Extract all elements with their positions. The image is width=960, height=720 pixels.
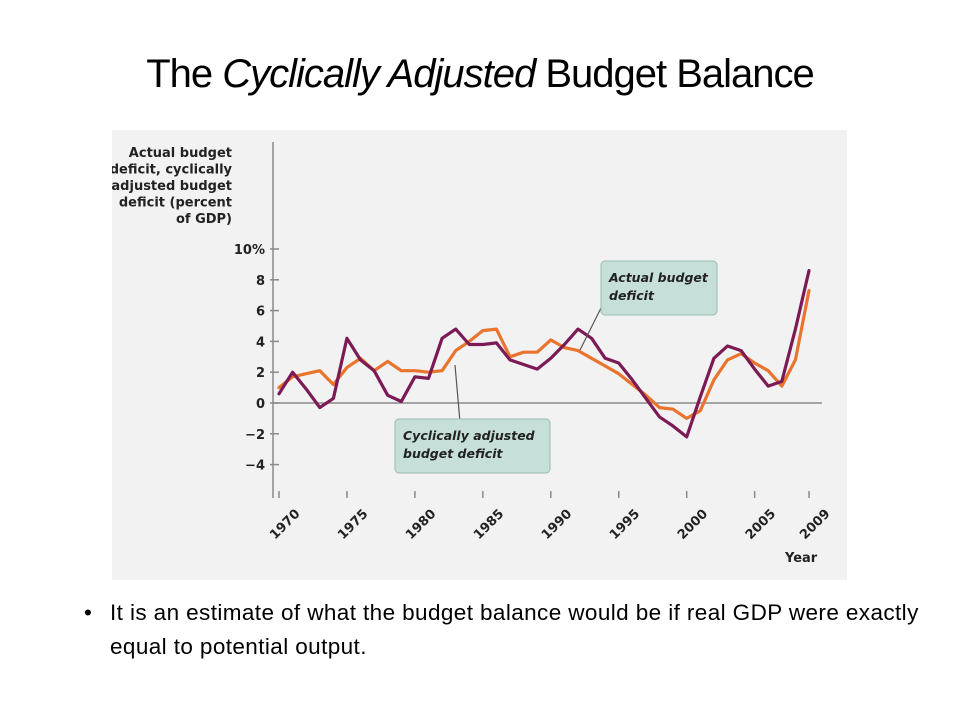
bullet-dot-icon: •	[84, 600, 93, 625]
y-axis-label-line: adjusted budget	[112, 179, 232, 194]
y-tick-label: 4	[256, 335, 265, 350]
x-tick-label: 1975	[335, 507, 371, 543]
y-ticks: 10% 8 6 4 2 0 −2 −4	[234, 243, 279, 474]
y-tick-label: −2	[245, 428, 265, 443]
y-axis-label-line: Actual budget	[129, 146, 232, 161]
x-tick-label: 1995	[607, 507, 643, 543]
x-ticks: 1970 1975 1980 1985 1990 1995 2000 2005 2009	[267, 491, 833, 543]
y-tick-label: 10%	[234, 243, 265, 258]
axes	[272, 142, 822, 498]
x-tick-label: 2009	[797, 507, 833, 543]
chart-panel: Actual budget deficit, cyclically adjusted…	[112, 130, 847, 580]
y-tick-label: 8	[256, 274, 265, 289]
x-tick-label: 2000	[675, 507, 711, 543]
y-tick-label: −4	[245, 459, 265, 474]
budget-deficit-chart: Actual budget deficit, cyclicallyadjusted…	[112, 142, 833, 566]
title-emphasis: Cyclically Adjusted	[222, 52, 536, 96]
y-tick-label: 2	[256, 366, 265, 381]
callout-box	[600, 260, 718, 316]
callout-text: Actual budget	[608, 270, 709, 285]
callout-text: budget deficit	[403, 446, 504, 461]
y-axis-label-line: deficit, cyclically	[112, 163, 233, 178]
y-axis-label-line: of GDP)	[176, 212, 232, 227]
actual-budget-deficit-line	[277, 269, 811, 439]
x-tick-label: 1970	[267, 507, 303, 543]
bullet-text: It is an estimate of what the budget bal…	[110, 600, 919, 659]
callout-leader	[454, 364, 461, 423]
slide-title: The Cyclically Adjusted Budget Balance	[0, 52, 960, 97]
y-tick-label: 6	[256, 305, 265, 320]
callouts: Actual budget deficit Cyclically adjusted b…	[394, 260, 718, 474]
title-pre: The	[146, 52, 223, 96]
x-tick-label: 1990	[539, 507, 575, 543]
callout-text: deficit	[609, 288, 655, 303]
x-axis-label: Year	[784, 551, 818, 566]
y-axis-label-line: deficit (percent	[119, 196, 232, 211]
x-tick-label: 2005	[743, 507, 779, 543]
series-lines	[277, 269, 811, 439]
y-tick-label: 0	[256, 397, 265, 412]
callout-text: Cyclically adjusted	[403, 428, 536, 443]
callout-box	[394, 418, 551, 474]
title-post: Budget Balance	[535, 52, 814, 96]
x-tick-label: 1985	[471, 507, 507, 543]
y-axis-label: Actual budget deficit, cyclicallyadjusted…	[112, 146, 233, 227]
x-tick-label: 1980	[403, 507, 439, 543]
